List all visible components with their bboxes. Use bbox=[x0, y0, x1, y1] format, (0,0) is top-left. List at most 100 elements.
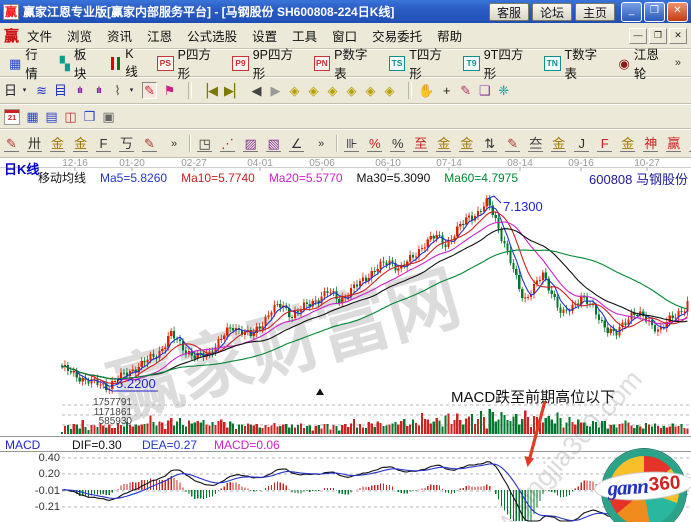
zoom-diamond-icon[interactable]: ◈ bbox=[365, 83, 376, 98]
menu-item-3[interactable]: 江恩 bbox=[147, 30, 173, 44]
zoom-diamond-icon[interactable]: ◈ bbox=[384, 83, 395, 98]
toolbar-button-ninep-square-icon[interactable]: P9 9P四方形 bbox=[227, 42, 305, 84]
measure-icon[interactable]: ✎ bbox=[460, 83, 472, 98]
pattern-box2-icon[interactable]: ▧ bbox=[266, 135, 282, 152]
first-bar-icon[interactable]: ▕◀ bbox=[198, 83, 219, 98]
fan-lines-icon[interactable]: ⋰ bbox=[220, 135, 236, 152]
menu-item-9[interactable]: 帮助 bbox=[437, 30, 463, 44]
kline-chart-canvas[interactable]: 7.1300 5.2200 bbox=[0, 158, 691, 522]
percent-icon[interactable]: % bbox=[390, 135, 406, 152]
calculator-icon[interactable]: ▦ bbox=[26, 109, 39, 124]
gann-pen-icon[interactable]: ✎ bbox=[4, 136, 19, 152]
toolbar-button-kline-icon[interactable]: K线 bbox=[104, 45, 150, 82]
toolbar-button-board-blocks-icon[interactable]: ▚ 板块 bbox=[55, 42, 101, 84]
bars-9-icon[interactable]: ılı bbox=[96, 85, 102, 95]
ma-value-label: Ma5=5.8260 bbox=[100, 171, 168, 185]
save-icon[interactable]: ◫ bbox=[64, 109, 77, 124]
gold-grid2-icon[interactable]: 金 bbox=[73, 135, 88, 152]
drawing-overflow-chevron[interactable]: » bbox=[318, 137, 325, 150]
grid-tool-icon[interactable]: 卅 bbox=[27, 135, 42, 152]
ying-angle-icon[interactable]: 赢 bbox=[666, 135, 682, 152]
pen-grid-icon[interactable]: ✎ bbox=[142, 136, 157, 152]
gold-circle-icon[interactable]: 金 bbox=[436, 135, 452, 152]
zoom-diamond-icon[interactable]: ◈ bbox=[346, 83, 357, 98]
f-angle-icon[interactable]: F bbox=[597, 136, 613, 152]
dropdown-arrow-icon[interactable]: ▾ bbox=[129, 87, 134, 94]
gold-grid-icon[interactable]: 金 bbox=[50, 135, 65, 152]
annotation-text: MACD跌至前期高位以下 bbox=[451, 389, 616, 406]
minimize-button[interactable]: _ bbox=[621, 1, 642, 22]
calendar-icon[interactable]: 21 bbox=[4, 108, 20, 125]
flag-chart-icon[interactable]: ⚑ bbox=[163, 83, 176, 98]
info-panel-icon[interactable]: 目 bbox=[54, 83, 68, 98]
copy-icon[interactable]: ❒ bbox=[83, 109, 96, 124]
dropdown-arrow-icon[interactable]: ▾ bbox=[22, 87, 27, 94]
toolbar-button-p-table-icon[interactable]: PN P数字表 bbox=[309, 42, 381, 84]
menu-item-5[interactable]: 设置 bbox=[252, 30, 278, 44]
updown-icon[interactable]: ⇅ bbox=[482, 136, 498, 152]
t-table-icon: TN bbox=[544, 55, 561, 71]
gold-angle-icon[interactable]: 金 bbox=[551, 135, 567, 152]
close-button[interactable]: ✕ bbox=[667, 1, 688, 22]
kline-type-icon[interactable]: 日 bbox=[4, 83, 18, 98]
fibo-grid-icon[interactable]: F bbox=[96, 136, 111, 152]
menu-item-8[interactable]: 交易委托 bbox=[372, 30, 423, 44]
toolbar-button-p-square-icon[interactable]: PS P四方形 bbox=[152, 42, 224, 84]
gold-line-icon[interactable]: 金 bbox=[459, 135, 475, 152]
chip-distribution-icon[interactable]: ≋ bbox=[36, 83, 47, 98]
candle-style-icon[interactable]: ⌇ bbox=[114, 83, 121, 98]
drawing-overflow-chevron[interactable]: » bbox=[171, 137, 178, 150]
zoom-diamond-icon[interactable]: ◈ bbox=[327, 83, 338, 98]
date-tick-label: 02-27 bbox=[181, 158, 207, 169]
menu-item-2[interactable]: 资讯 bbox=[107, 30, 133, 44]
j-angle-icon[interactable]: J bbox=[574, 136, 590, 152]
box-tool-icon[interactable]: ◳ bbox=[197, 135, 213, 152]
crosshair-icon[interactable]: + bbox=[442, 83, 451, 98]
macd-ytick: 0.20 bbox=[38, 468, 60, 480]
pattern-icon[interactable]: ❈ bbox=[498, 83, 510, 98]
menu-item-4[interactable]: 公式选股 bbox=[187, 30, 238, 44]
toolbar-overflow-chevron[interactable]: » bbox=[674, 57, 681, 69]
menu-item-6[interactable]: 工具 bbox=[292, 30, 318, 44]
menu-item-7[interactable]: 窗口 bbox=[332, 30, 358, 44]
last-bar-icon[interactable]: ▶▏ bbox=[224, 83, 245, 98]
ruler-icon[interactable]: ⊪ bbox=[344, 135, 360, 152]
forum-button[interactable]: 论坛 bbox=[531, 2, 572, 21]
mdi-minimize-button[interactable]: — bbox=[629, 27, 647, 44]
zhi-line-icon[interactable]: 至 bbox=[413, 135, 429, 152]
pattern-box-icon[interactable]: ▨ bbox=[243, 135, 259, 152]
shen-angle-icon[interactable]: 神 bbox=[643, 135, 659, 152]
zoom-diamond-icon[interactable]: ◈ bbox=[308, 83, 319, 98]
gann-wheel-icon: ◉ bbox=[618, 55, 630, 71]
zoom-diamond-icon[interactable]: ◈ bbox=[289, 83, 300, 98]
toolbar-button-quotes-grid-icon[interactable]: ▦ 行情 bbox=[4, 42, 52, 84]
percent-red-icon[interactable]: % bbox=[367, 135, 383, 152]
menu-item-0[interactable]: 文件 bbox=[27, 30, 53, 44]
gold-angle2-icon[interactable]: 金 bbox=[620, 135, 636, 152]
angle-lines-icon[interactable]: ∠ bbox=[289, 135, 305, 152]
tai-line-icon[interactable]: 夳 bbox=[528, 135, 544, 152]
menu-item-1[interactable]: 浏览 bbox=[67, 30, 93, 44]
home-button[interactable]: 主页 bbox=[574, 2, 615, 21]
notes-icon[interactable]: ▤ bbox=[45, 109, 58, 124]
toolbar-button-label: 行情 bbox=[25, 48, 38, 81]
next-bar-icon[interactable]: ▶ bbox=[270, 83, 281, 98]
maximize-button[interactable]: ❐ bbox=[644, 1, 665, 22]
prev-bar-icon[interactable]: ◀ bbox=[251, 83, 262, 98]
bars-3-icon[interactable]: ılı bbox=[77, 85, 83, 95]
toolbar-button-t-square-icon[interactable]: TS T四方形 bbox=[384, 42, 455, 84]
stamp-icon[interactable]: ❑ bbox=[478, 83, 491, 98]
chart-tools-toolbar: 日 ▾ ≋ 目 ılı ılı ⌇ ▾ ✎ ⚑ ▕◀ ▶▏ ◀ ▶ ◈ ◈ ◈ ◈ ◈ ◈ ✋ + ✎ ❑ ❈ bbox=[0, 77, 691, 104]
device-icon[interactable]: ▣ bbox=[102, 109, 115, 124]
toolbar-button-t-table-icon[interactable]: TN T数字表 bbox=[539, 42, 610, 84]
mdi-restore-button[interactable]: ❐ bbox=[649, 27, 667, 44]
draw-mode-icon[interactable]: ✎ bbox=[142, 82, 158, 99]
date-tick-label: 04-01 bbox=[247, 158, 273, 169]
pan-hand-icon[interactable]: ✋ bbox=[418, 83, 435, 98]
toolbar-button-gann-wheel-icon[interactable]: ◉ 江恩轮 bbox=[613, 42, 671, 84]
mdi-close-button[interactable]: ✕ bbox=[669, 27, 687, 44]
pen-icon[interactable]: ✎ bbox=[505, 136, 521, 152]
arc-grid-icon[interactable]: 丂 bbox=[119, 135, 134, 152]
toolbar-button-ninet-square-icon[interactable]: T9 9T四方形 bbox=[458, 42, 536, 84]
service-button[interactable]: 客服 bbox=[488, 2, 529, 21]
